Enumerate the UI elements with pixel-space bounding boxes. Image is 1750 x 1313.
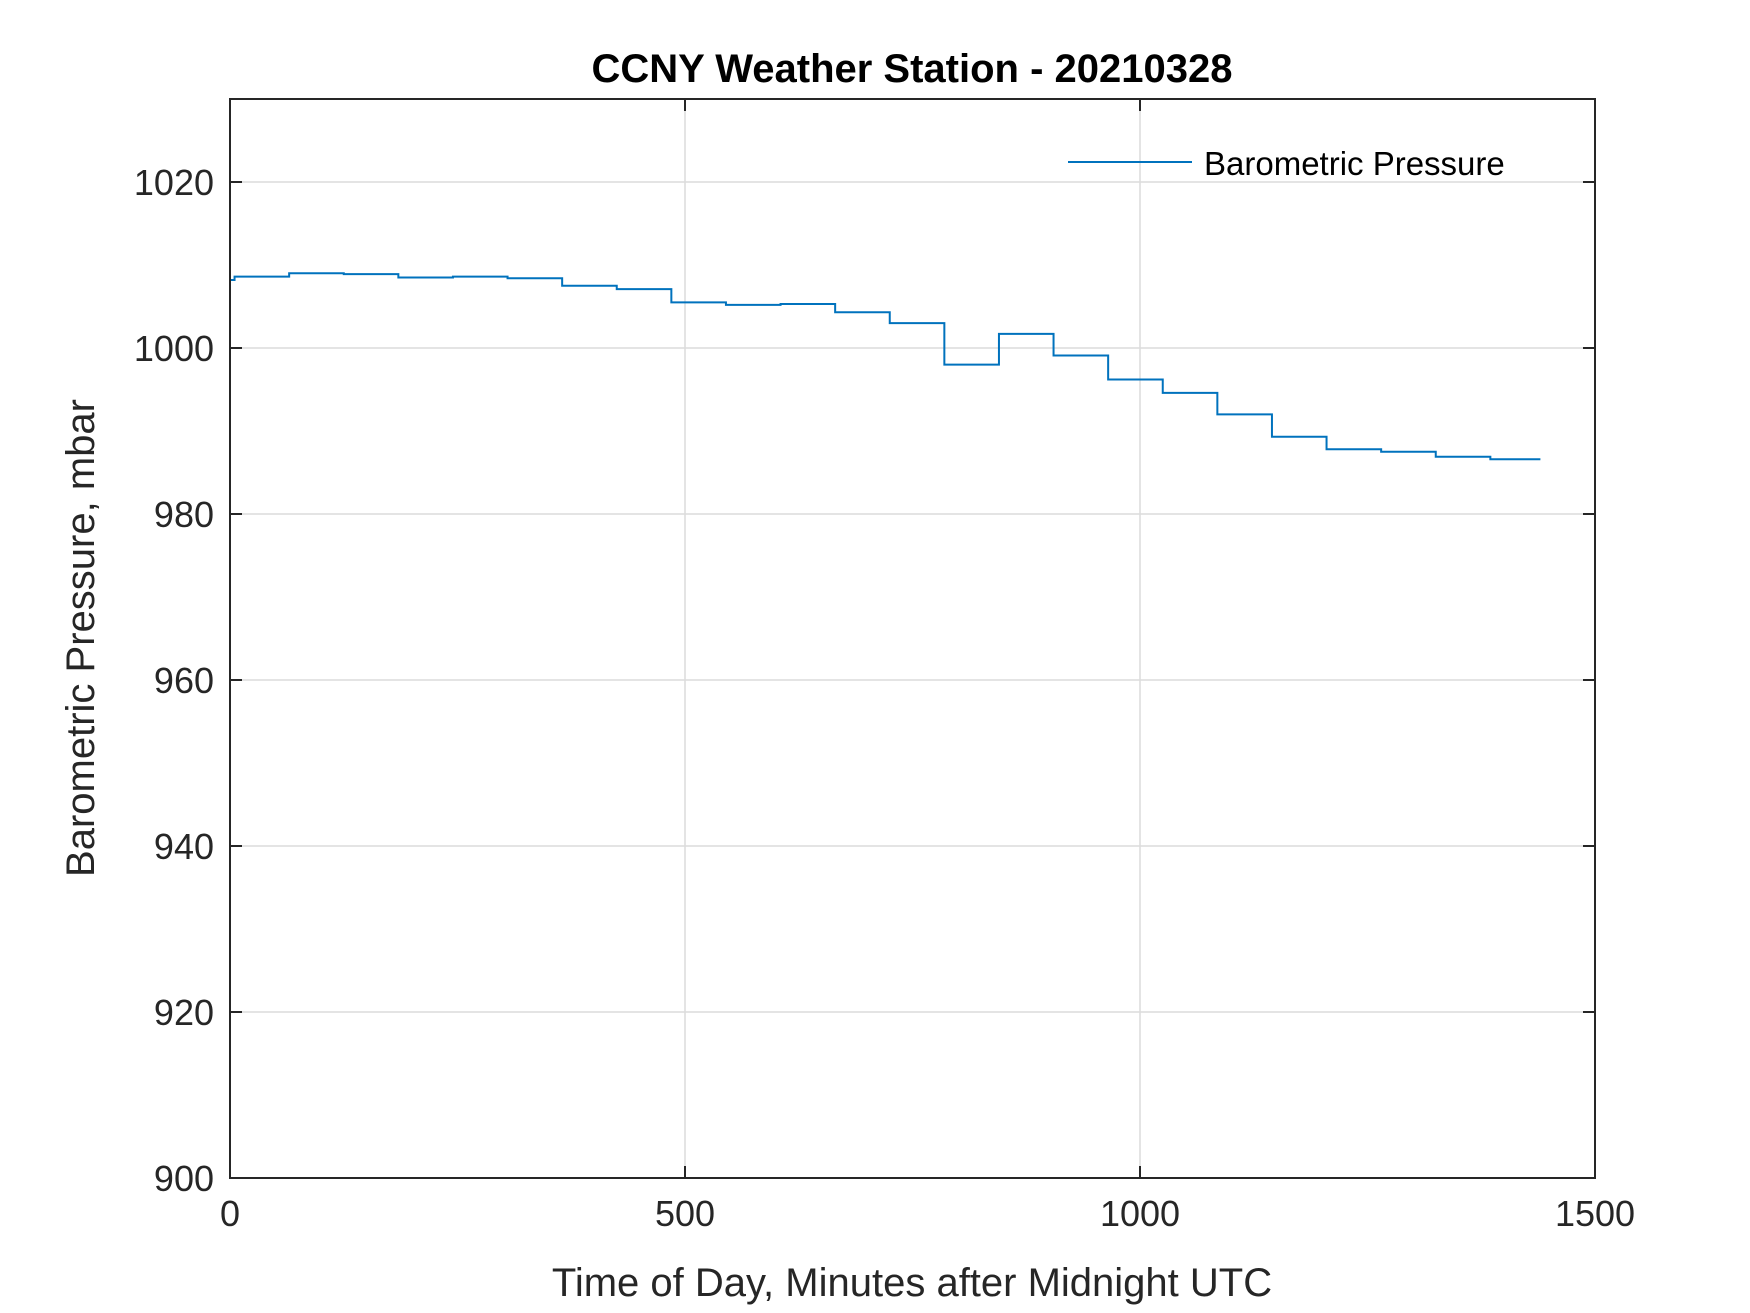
plot-frame: [229, 98, 1596, 1179]
y-tick-label: 940: [154, 826, 214, 867]
x-tick-label: 0: [220, 1193, 240, 1234]
tick-labels: 0 500 1000 1500 900 920 940 960 980 1000 1020: [134, 162, 1635, 1234]
legend-label-barometric-pressure: Barometric Pressure: [1204, 145, 1505, 182]
x-tick-label: 500: [655, 1193, 715, 1234]
grid-lines: [230, 99, 1595, 1178]
x-tick-label: 1000: [1100, 1193, 1180, 1234]
legend: Barometric Pressure: [1068, 145, 1505, 182]
series-layer: [230, 272, 1541, 461]
y-tick-label: 900: [154, 1158, 214, 1199]
y-tick-label: 920: [154, 992, 214, 1033]
chart-title: CCNY Weather Station - 20210328: [592, 47, 1233, 91]
y-tick-label: 1000: [134, 328, 214, 369]
x-tick-label: 1500: [1555, 1193, 1635, 1234]
y-axis-label: Barometric Pressure, mbar: [59, 399, 103, 877]
axis-ticks: [229, 99, 1596, 1179]
y-tick-label: 1020: [134, 162, 214, 203]
x-axis-label: Time of Day, Minutes after Midnight UTC: [552, 1261, 1272, 1305]
y-tick-label: 960: [154, 660, 214, 701]
y-tick-label: 980: [154, 494, 214, 535]
series-line-barometric-pressure: [230, 272, 1541, 461]
